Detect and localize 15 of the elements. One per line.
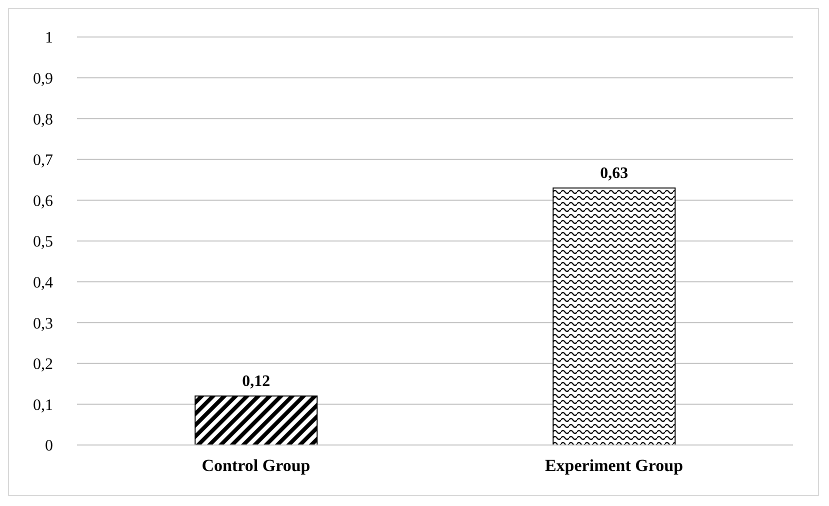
- data-label: 0,12: [242, 373, 270, 390]
- y-tick-label: 0,5: [33, 234, 53, 251]
- y-tick-label: 0,8: [33, 111, 53, 128]
- x-tick-label: Experiment Group: [544, 456, 684, 476]
- x-tick-label: Control Group: [202, 456, 310, 476]
- y-tick-label: 0,2: [33, 356, 53, 374]
- y-tick-label: 0,6: [33, 192, 53, 210]
- y-tick-label: 0,1: [33, 396, 53, 414]
- y-tick-label: 0,3: [33, 315, 53, 332]
- data-label: 0,63: [600, 164, 628, 182]
- y-tick-label: 0: [45, 438, 53, 455]
- y-tick-label: 0,9: [33, 70, 53, 88]
- y-tick-label: 1: [45, 30, 53, 47]
- y-tick-label: 0,7: [33, 152, 53, 170]
- y-tick-label: 0,4: [33, 274, 53, 292]
